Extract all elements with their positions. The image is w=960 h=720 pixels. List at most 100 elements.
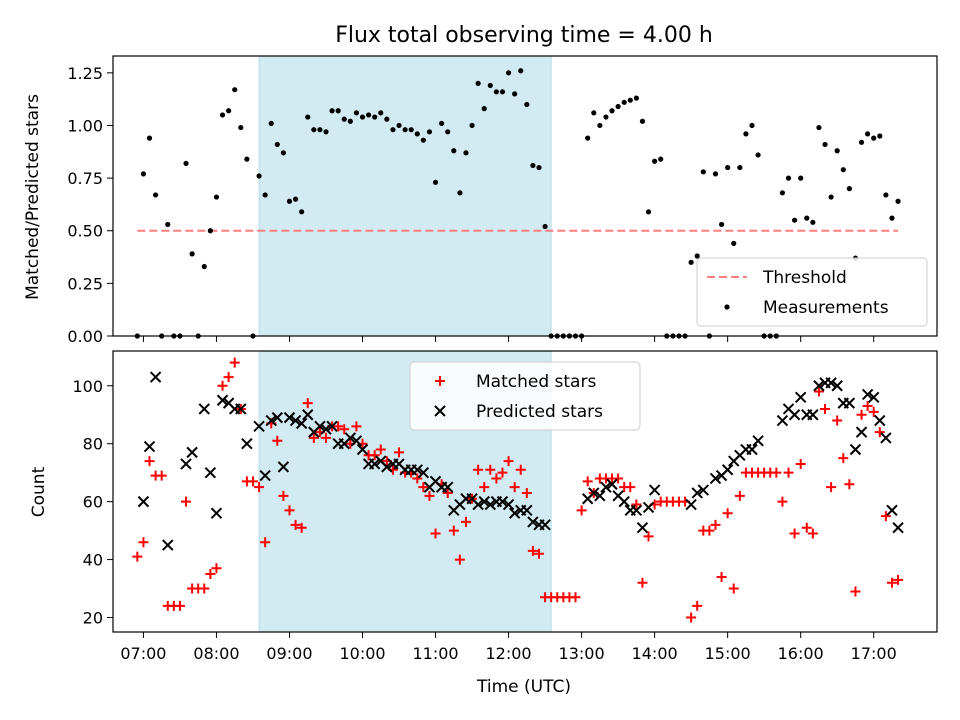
data-point xyxy=(180,458,192,470)
legend-series-label: Predicted stars xyxy=(476,402,603,422)
data-point xyxy=(539,519,551,531)
y-tick-label: 0.75 xyxy=(67,169,103,188)
data-point xyxy=(284,505,295,516)
data-point xyxy=(235,403,247,415)
data-point xyxy=(505,70,512,76)
data-point xyxy=(533,548,544,559)
data-point xyxy=(305,114,311,120)
data-point xyxy=(491,473,502,484)
data-point xyxy=(350,435,363,447)
y-tick-label: 80 xyxy=(83,435,103,454)
data-point xyxy=(323,129,329,135)
data-point xyxy=(414,131,420,137)
data-point xyxy=(871,135,877,141)
x-tick-label: 10:00 xyxy=(339,644,385,663)
plot-frame xyxy=(112,350,938,633)
data-point xyxy=(783,467,794,478)
data-point xyxy=(351,421,362,432)
data-point xyxy=(697,484,710,496)
data-point xyxy=(396,122,402,129)
data-point xyxy=(613,473,624,484)
data-point xyxy=(496,495,509,508)
data-point xyxy=(886,504,898,517)
data-point xyxy=(652,158,658,164)
data-point xyxy=(247,476,258,487)
data-point xyxy=(484,498,497,511)
data-point xyxy=(372,114,378,120)
data-point xyxy=(445,129,451,135)
data-point xyxy=(384,116,390,122)
data-point xyxy=(709,472,722,485)
data-point xyxy=(408,127,414,133)
data-point xyxy=(144,456,155,467)
data-point xyxy=(497,467,508,478)
data-point xyxy=(716,571,727,582)
data-point xyxy=(868,406,879,417)
data-point xyxy=(862,401,873,412)
data-point xyxy=(877,133,883,139)
plot-frame xyxy=(112,55,938,337)
data-point xyxy=(479,482,490,493)
data-point xyxy=(353,110,360,116)
y-axis-label-bottom: Count xyxy=(29,466,49,517)
data-point xyxy=(530,162,536,169)
data-point xyxy=(478,495,490,508)
data-point xyxy=(822,141,828,148)
data-point xyxy=(442,481,454,493)
data-point xyxy=(850,586,861,597)
data-point xyxy=(728,583,739,594)
data-point xyxy=(880,511,891,522)
data-point xyxy=(831,380,843,392)
data-point xyxy=(509,482,520,493)
x-tick-label: 17:00 xyxy=(851,644,897,663)
series-1 xyxy=(134,68,901,339)
data-point xyxy=(271,411,284,424)
series-2 xyxy=(137,371,904,551)
data-point xyxy=(381,461,393,473)
data-point xyxy=(213,194,220,200)
data-point xyxy=(454,554,465,565)
data-point xyxy=(582,476,593,487)
legend: Matched stars Predicted stars xyxy=(409,361,641,431)
data-point xyxy=(886,577,897,588)
data-point xyxy=(627,97,633,103)
data-point xyxy=(448,525,459,536)
y-tick-label: 1.25 xyxy=(67,64,103,83)
data-point xyxy=(183,160,189,166)
data-point xyxy=(137,495,150,508)
data-point xyxy=(686,612,697,623)
legend-series-label: Measurements xyxy=(763,298,889,318)
y-tick-label: 0.25 xyxy=(67,274,103,293)
data-point xyxy=(570,592,581,603)
x-tick-label: 13:00 xyxy=(559,644,605,663)
data-point xyxy=(442,487,453,498)
data-point xyxy=(755,152,761,158)
data-point xyxy=(771,467,782,478)
data-point xyxy=(813,386,824,397)
data-point xyxy=(259,469,271,482)
data-point xyxy=(283,411,296,424)
y-axis-label-top: Matched/Predicted stars xyxy=(23,94,43,300)
data-point xyxy=(356,443,369,456)
data-point xyxy=(274,141,280,148)
data-point xyxy=(856,409,867,420)
data-point xyxy=(277,461,290,473)
data-point xyxy=(849,443,862,456)
legend-threshold-label: Threshold xyxy=(762,268,847,288)
x-tick-label: 11:00 xyxy=(412,644,458,663)
data-point xyxy=(515,464,526,475)
data-point xyxy=(895,198,901,204)
data-point xyxy=(524,101,530,108)
data-point xyxy=(508,507,521,519)
data-point xyxy=(232,87,238,93)
data-point xyxy=(731,240,737,246)
x-tick-label: 14:00 xyxy=(632,644,678,663)
data-point xyxy=(600,481,612,493)
legend-series-label: Matched stars xyxy=(476,372,596,392)
data-point xyxy=(216,394,229,406)
data-point xyxy=(576,505,587,516)
data-point xyxy=(326,420,338,433)
data-point xyxy=(625,482,636,493)
data-point xyxy=(694,253,700,259)
data-point xyxy=(749,122,755,129)
